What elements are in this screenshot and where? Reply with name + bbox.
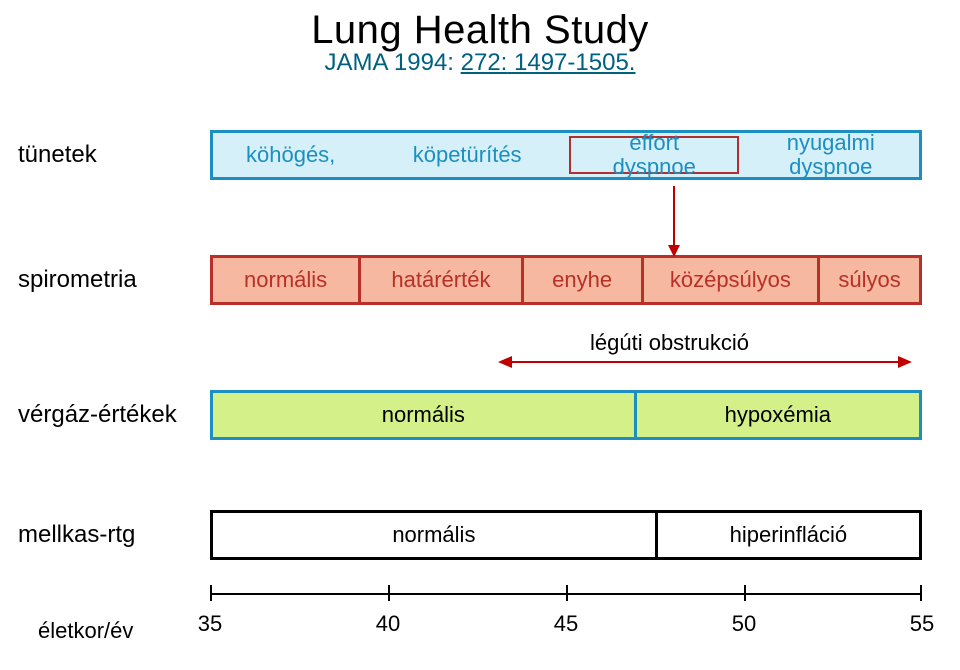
axis-label-1: 40 bbox=[376, 611, 400, 637]
row-bloodgas-label: vérgáz-értékek bbox=[0, 401, 210, 429]
spiro-cell-3: középsúlyos bbox=[644, 258, 821, 302]
airway-arrow-right-head bbox=[898, 356, 912, 368]
bar-chestrtg: normális hiperinfláció bbox=[210, 510, 922, 560]
airway-obstruction-label: légúti obstrukció bbox=[590, 330, 749, 356]
gas-cell-1: hypoxémia bbox=[637, 393, 919, 437]
spiro-cell-2: enyhe bbox=[524, 258, 644, 302]
airway-arrow-left-head bbox=[498, 356, 512, 368]
age-axis: 35 40 45 50 55 bbox=[210, 585, 922, 655]
spiro-cell-1: határérték bbox=[361, 258, 523, 302]
axis-tick-2 bbox=[566, 585, 568, 601]
page-subtitle: JAMA 1994: 272: 1497-1505. bbox=[0, 49, 960, 77]
row-chestrtg-label: mellkas-rtg bbox=[0, 521, 210, 549]
bar-symptoms: köhögés, köpetürítés effort dyspnoe nyug… bbox=[210, 130, 922, 180]
row-symptoms: tünetek köhögés, köpetürítés effort dysp… bbox=[0, 130, 960, 180]
subtitle-pages: 1497-1505. bbox=[507, 49, 635, 76]
gas-cell-0: normális bbox=[213, 393, 637, 437]
symptoms-cell-2: effort dyspnoe bbox=[566, 133, 743, 177]
rtg-cell-0: normális bbox=[213, 513, 658, 557]
row-spirometry-label: spirometria bbox=[0, 266, 210, 294]
bar-bloodgas: normális hypoxémia bbox=[210, 390, 922, 440]
axis-tick-0 bbox=[210, 585, 212, 601]
subtitle-volume: 272: bbox=[461, 49, 508, 76]
axis-tick-3 bbox=[744, 585, 746, 601]
row-chestrtg: mellkas-rtg normális hiperinfláció bbox=[0, 510, 960, 560]
subtitle-prefix: JAMA 1994: bbox=[325, 49, 461, 76]
axis-label-0: 35 bbox=[198, 611, 222, 637]
symptoms-cell-2-text: effort dyspnoe bbox=[613, 131, 696, 179]
symptoms-cell-1: köpetürítés bbox=[368, 133, 566, 177]
symptoms-cell-0: köhögés, bbox=[213, 133, 368, 177]
axis-label-2: 45 bbox=[554, 611, 578, 637]
symptoms-cell-3: nyugalmi dyspnoe bbox=[742, 133, 919, 177]
spiro-cell-4: súlyos bbox=[820, 258, 919, 302]
effort-highlight-box: effort dyspnoe bbox=[569, 136, 740, 174]
axis-tick-4 bbox=[920, 585, 922, 601]
axis-label-3: 50 bbox=[732, 611, 756, 637]
rtg-cell-1: hiperinfláció bbox=[658, 513, 919, 557]
axis-tick-1 bbox=[388, 585, 390, 601]
arrows-layer bbox=[0, 0, 960, 670]
bar-spirometry: normális határérték enyhe középsúlyos sú… bbox=[210, 255, 922, 305]
axis-label-4: 55 bbox=[910, 611, 934, 637]
row-symptoms-label: tünetek bbox=[0, 141, 210, 169]
axis-caption: életkor/év bbox=[38, 618, 133, 644]
spiro-cell-0: normális bbox=[213, 258, 361, 302]
page-title: Lung Health Study bbox=[0, 0, 960, 53]
row-bloodgas: vérgáz-értékek normális hypoxémia bbox=[0, 390, 960, 440]
row-spirometry: spirometria normális határérték enyhe kö… bbox=[0, 255, 960, 305]
